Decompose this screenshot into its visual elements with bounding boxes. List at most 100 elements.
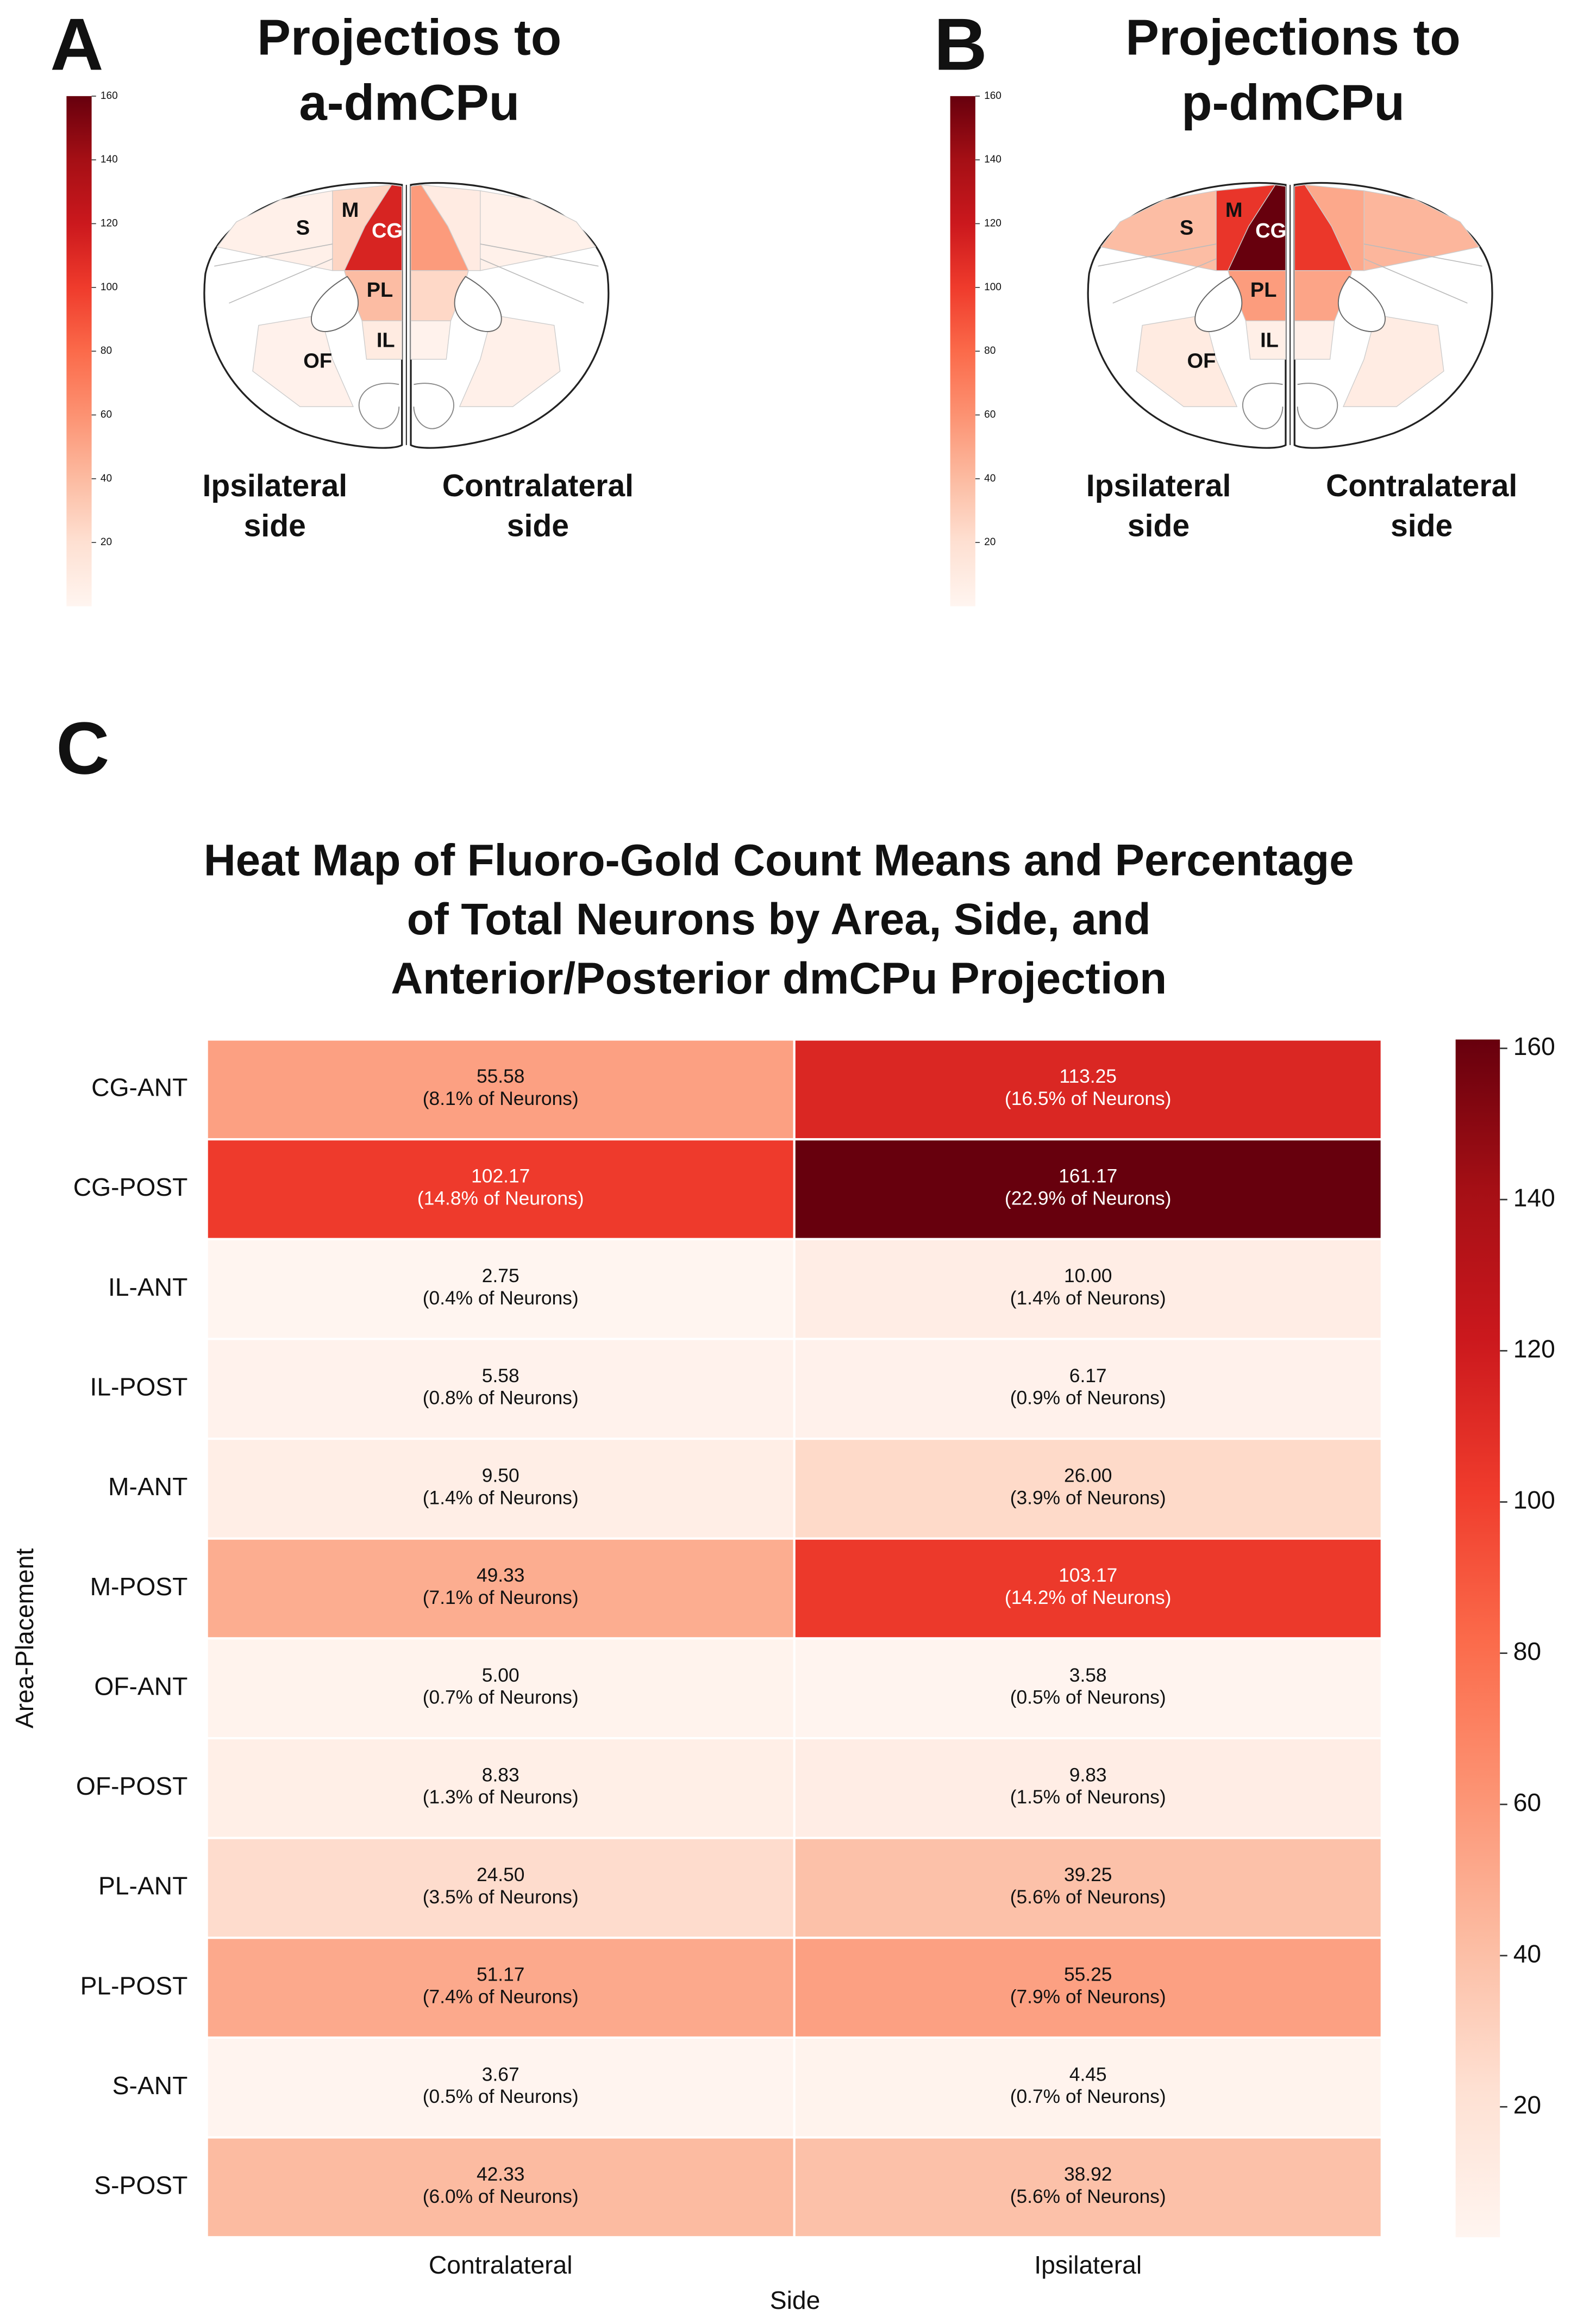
x-tick-label: Contralateral [429, 2251, 573, 2279]
chart-title: Anterior/Posterior dmCPu Projection [391, 954, 1167, 1003]
cell-percent-label: (6.0% of Neurons) [423, 2186, 579, 2207]
region-label: PL [1250, 279, 1277, 302]
heatmap-cell [793, 2036, 1383, 2139]
colorbar-tick-label: 140 [101, 154, 118, 165]
side-label: side [1128, 508, 1190, 543]
cell-value-label: 39.25 [1064, 1864, 1112, 1885]
y-tick-label: IL-POST [90, 1372, 188, 1401]
region-label: S [296, 217, 310, 240]
cell-percent-label: (1.5% of Neurons) [1010, 1787, 1166, 1808]
y-tick-label: M-POST [90, 1572, 188, 1601]
cell-value-label: 2.75 [482, 1265, 520, 1287]
heatmap-cell [205, 1238, 796, 1340]
cell-value-label: 8.83 [482, 1764, 520, 1785]
cell-value-label: 6.17 [1069, 1365, 1107, 1387]
ventricle [454, 276, 502, 332]
heatmap-cell [793, 1737, 1383, 1839]
brain-region [361, 320, 403, 360]
region-label: IL [1260, 329, 1279, 352]
cell-value-label: 51.17 [477, 1964, 524, 1985]
cell-percent-label: (1.4% of Neurons) [1010, 1288, 1166, 1309]
heatmap-cell [793, 1537, 1383, 1640]
side-label: side [244, 508, 306, 543]
region-label: IL [377, 329, 395, 352]
colorbar-tick-label: 140 [984, 154, 1002, 165]
colorbar-tick-label: 20 [101, 536, 112, 548]
y-tick-label: PL-ANT [98, 1872, 187, 1900]
cell-percent-label: (0.5% of Neurons) [1010, 1687, 1166, 1708]
cell-percent-label: (7.9% of Neurons) [1010, 1986, 1166, 2007]
cell-percent-label: (0.7% of Neurons) [423, 1687, 579, 1708]
heatmap-cell [793, 1837, 1383, 1939]
colorbar-tick-label: 120 [984, 218, 1002, 229]
brain: S M CG PL IL OF [203, 182, 610, 449]
colorbar [66, 96, 92, 607]
heatmap-cell [205, 1837, 796, 1939]
cell-percent-label: (3.9% of Neurons) [1010, 1487, 1166, 1508]
cell-value-label: 9.83 [1069, 1764, 1107, 1785]
cell-percent-label: (0.9% of Neurons) [1010, 1388, 1166, 1409]
colorbar-tick-label: 80 [101, 345, 112, 357]
panel-letter: C [56, 707, 109, 789]
colorbar-tick-label: 120 [101, 218, 118, 229]
y-tick-label: IL-ANT [108, 1273, 187, 1301]
cell-value-label: 3.58 [1069, 1665, 1107, 1686]
colorbar-tick-label: 100 [1513, 1486, 1555, 1514]
cell-value-label: 26.00 [1064, 1465, 1112, 1486]
side-label: side [507, 508, 569, 543]
colorbar-tick-label: 60 [1513, 1788, 1541, 1816]
cell-value-label: 10.00 [1064, 1265, 1112, 1287]
x-axis-label: Side [770, 2286, 821, 2314]
cell-value-label: 161.17 [1059, 1166, 1117, 1187]
side-label: Contralateral [442, 469, 634, 503]
y-tick-label: S-ANT [112, 2071, 188, 2100]
chart-title: of Total Neurons by Area, Side, and [407, 895, 1151, 944]
region-label: M [342, 199, 359, 222]
colorbar-tick-label: 60 [101, 409, 112, 420]
cell-value-label: 42.33 [477, 2164, 524, 2185]
olfactory [413, 383, 454, 429]
side-label: Ipsilateral [1086, 469, 1231, 503]
panel-letter: A [50, 3, 103, 85]
cell-value-label: 102.17 [471, 1166, 530, 1187]
heatmap-cell [205, 1637, 796, 1740]
region-label: M [1225, 199, 1243, 222]
cell-value-label: 49.33 [477, 1565, 524, 1586]
side-label: side [1391, 508, 1453, 543]
x-tick-label: Ipsilateral [1034, 2251, 1142, 2279]
chart-title: a-dmCPu [299, 74, 520, 130]
side-label: Contralateral [1326, 469, 1517, 503]
heatmap-cell [205, 2136, 796, 2239]
colorbar-tick-label: 100 [101, 282, 118, 293]
cell-value-label: 4.45 [1069, 2064, 1107, 2085]
heatmap-cell [793, 1138, 1383, 1240]
heatmap-cell [205, 1537, 796, 1640]
colorbar-tick-label: 120 [1513, 1334, 1555, 1363]
brain-region [410, 320, 452, 360]
y-tick-label: OF-POST [76, 1772, 187, 1800]
region-label: S [1180, 217, 1193, 240]
olfactory [1297, 383, 1338, 429]
colorbar-tick-label: 40 [984, 473, 996, 484]
cell-value-label: 5.58 [482, 1365, 520, 1387]
colorbar-tick-label: 160 [101, 90, 118, 102]
chart-title: Heat Map of Fluoro-Gold Count Means and … [204, 835, 1354, 885]
region-label: CG [372, 220, 403, 242]
cell-percent-label: (16.5% of Neurons) [1005, 1088, 1172, 1109]
y-axis-label: Area-Placement [10, 1548, 39, 1728]
cell-percent-label: (0.4% of Neurons) [423, 1288, 579, 1309]
cell-value-label: 3.67 [482, 2064, 520, 2085]
fiber-line [1098, 243, 1217, 304]
colorbar-tick-label: 140 [1513, 1183, 1555, 1212]
ventricle [1194, 276, 1243, 332]
heatmap-cell [205, 2036, 796, 2139]
chart-title: Projections to [1125, 9, 1460, 66]
region-label: CG [1255, 220, 1286, 242]
cell-percent-label: (0.8% of Neurons) [423, 1388, 579, 1409]
colorbar-tick-label: 100 [984, 282, 1002, 293]
colorbar-tick-label: 40 [1513, 1939, 1541, 1968]
side-label: Ipsilateral [203, 469, 348, 503]
colorbar [950, 96, 975, 607]
cell-percent-label: (3.5% of Neurons) [423, 1887, 579, 1908]
